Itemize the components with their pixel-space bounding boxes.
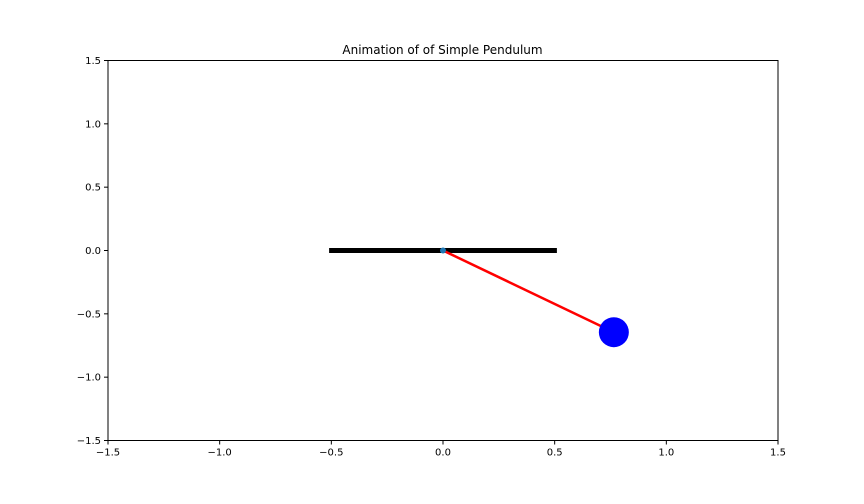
pendulum-bob-point xyxy=(598,317,629,348)
plot-area xyxy=(329,247,629,348)
y-tick-label: −0.5 xyxy=(77,309,101,320)
y-tick-label: −1.5 xyxy=(77,436,101,447)
y-tick-label: 0.0 xyxy=(85,246,101,257)
x-tick-label: 0.0 xyxy=(435,448,451,459)
axis-ticks: −1.5 −1.0 −0.5 0.0 0.5 1.0 1.5 1.5 1.0 0.5 0.0 −0.5… xyxy=(77,56,786,459)
x-tick-label: −1.5 xyxy=(96,448,120,459)
y-tick-label: 1.5 xyxy=(85,56,101,67)
x-tick-label: 1.0 xyxy=(658,448,674,459)
x-tick-label: 1.5 xyxy=(770,448,786,459)
pivot-point xyxy=(440,247,446,254)
chart-title: Animation of of Simple Pendulum xyxy=(342,43,542,57)
pendulum-rod-line xyxy=(442,249,615,334)
x-tick-label: 0.5 xyxy=(547,448,563,459)
x-tick-label: −1.0 xyxy=(208,448,232,459)
y-tick-label: 0.5 xyxy=(85,183,101,194)
x-tick-label: −0.5 xyxy=(319,448,343,459)
y-tick-label: −1.0 xyxy=(77,373,101,384)
y-tick-label: 1.0 xyxy=(85,119,101,130)
